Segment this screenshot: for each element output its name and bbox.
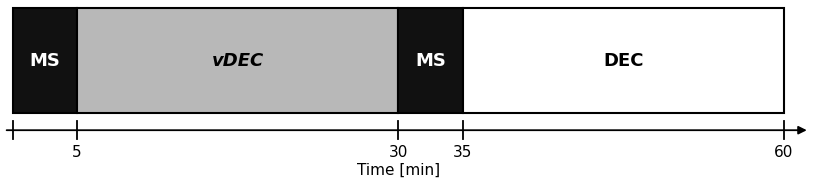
Text: 5: 5 bbox=[73, 145, 82, 160]
Bar bbox=[463, 8, 784, 113]
Text: 35: 35 bbox=[453, 145, 472, 160]
Text: DEC: DEC bbox=[603, 52, 644, 70]
Bar bbox=[13, 8, 77, 113]
Bar bbox=[77, 8, 398, 113]
Text: MS: MS bbox=[415, 52, 446, 70]
Bar bbox=[398, 8, 463, 113]
Text: vDEC: vDEC bbox=[211, 52, 264, 70]
Text: MS: MS bbox=[29, 52, 60, 70]
Text: 60: 60 bbox=[774, 145, 794, 160]
Text: 30: 30 bbox=[388, 145, 408, 160]
Text: Time [min]: Time [min] bbox=[357, 163, 440, 178]
